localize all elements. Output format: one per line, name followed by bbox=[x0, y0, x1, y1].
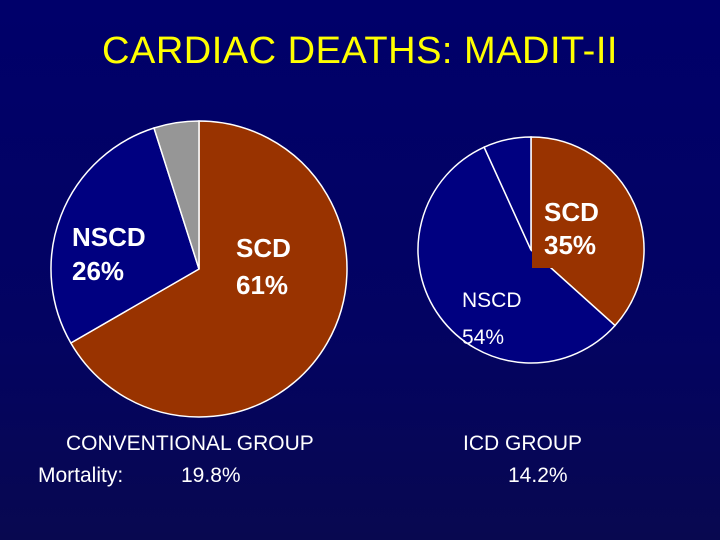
pie-slice-nscd bbox=[417, 146, 617, 364]
slice-value-label: 54% bbox=[462, 326, 504, 349]
slice-value-label: 61% bbox=[236, 270, 288, 300]
pie-slice-other bbox=[483, 136, 532, 251]
slice-value-label: 35% bbox=[544, 230, 596, 260]
slice-label: NSCD bbox=[462, 289, 522, 312]
conventional-group-pie: SCD 61% NSCD 26% bbox=[50, 120, 348, 418]
slice-label: SCD bbox=[544, 197, 599, 227]
slice-label-box bbox=[229, 221, 317, 311]
icd-group-caption: ICD GROUP bbox=[463, 432, 583, 455]
slice-label: SCD bbox=[236, 233, 291, 263]
slice-value-label: 26% bbox=[72, 256, 124, 286]
icd-mortality-value: 14.2% bbox=[508, 464, 568, 487]
pie-slice-nscd bbox=[50, 127, 200, 345]
conventional-mortality-value: 19.8% bbox=[181, 464, 241, 487]
pie-slice-scd bbox=[69, 120, 348, 418]
pie-slice-other bbox=[153, 120, 200, 270]
conventional-mortality-label: Mortality: bbox=[38, 464, 124, 487]
slice-label-box bbox=[532, 188, 620, 268]
slice-label: NSCD bbox=[72, 222, 146, 252]
conventional-group-caption: CONVENTIONAL GROUP bbox=[66, 432, 314, 455]
chart-title: CARDIAC DEATHS: MADIT-II bbox=[102, 30, 618, 72]
